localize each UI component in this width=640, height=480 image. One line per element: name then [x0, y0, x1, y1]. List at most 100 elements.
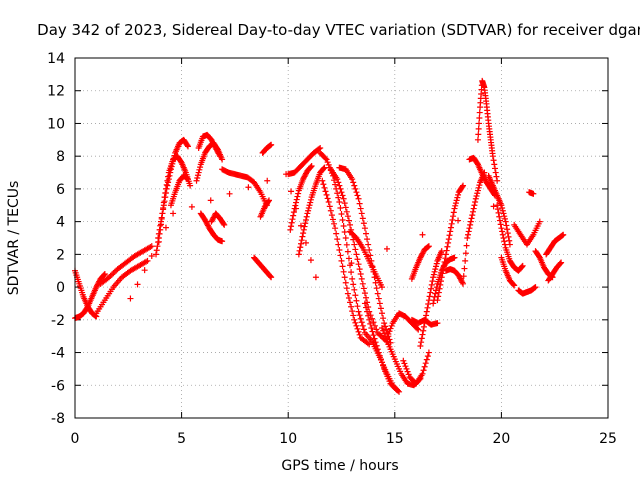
- series-t10: [208, 210, 228, 228]
- data-point-interp: [288, 223, 295, 230]
- data-point-interp: [344, 213, 351, 220]
- series-t5: [155, 136, 191, 241]
- data-point-interp: [467, 218, 474, 225]
- data-point-interp: [160, 202, 167, 209]
- data-point-interp: [492, 165, 499, 172]
- data-point: [464, 235, 471, 241]
- data-point: [519, 262, 526, 269]
- data-point-interp: [449, 217, 456, 223]
- data-point-interp: [420, 367, 427, 374]
- data-point-interp: [295, 190, 302, 197]
- data-point-interp: [341, 274, 348, 281]
- data-point-interp: [148, 253, 155, 259]
- data-point: [430, 274, 437, 281]
- data-point-interp: [165, 176, 172, 183]
- data-point-interp: [420, 327, 427, 334]
- data-point-interp: [293, 196, 300, 203]
- data-point-interp: [324, 195, 331, 202]
- data-point-interp: [474, 190, 481, 197]
- data-point-interp: [356, 266, 363, 273]
- data-point-interp: [353, 322, 360, 329]
- data-point: [355, 195, 362, 202]
- data-point: [184, 176, 191, 183]
- y-tick-label: -2: [51, 313, 65, 329]
- data-point-interp: [448, 220, 455, 227]
- data-point-interp: [336, 247, 343, 253]
- data-point-interp: [332, 181, 339, 188]
- data-point-interp: [307, 257, 314, 264]
- data-point-interp: [363, 304, 370, 311]
- data-point-interp: [264, 177, 271, 184]
- data-point-interp: [302, 217, 309, 223]
- data-point-interp: [383, 326, 390, 333]
- data-point-interp: [366, 247, 373, 253]
- data-point: [460, 280, 467, 287]
- data-point-interp: [373, 285, 380, 292]
- data-point-interp: [345, 217, 352, 224]
- data-point-interp: [157, 222, 164, 229]
- series-t19: [319, 177, 373, 348]
- data-point-interp: [324, 159, 331, 166]
- y-tick-label: 10: [47, 116, 65, 132]
- data-point-interp: [381, 330, 388, 337]
- data-point-interp: [342, 279, 349, 286]
- data-point-interp: [380, 327, 387, 334]
- data-point: [430, 300, 437, 307]
- data-point-interp: [433, 263, 440, 270]
- data-point-interp: [427, 289, 434, 296]
- data-point-interp: [423, 312, 430, 319]
- data-point-interp: [433, 260, 440, 267]
- data-point-interp: [166, 172, 173, 179]
- data-point: [300, 230, 307, 237]
- data-point-interp: [442, 255, 449, 262]
- data-point-interp: [360, 326, 367, 333]
- data-point: [153, 251, 160, 258]
- data-point-interp: [476, 182, 483, 189]
- series-t6: [167, 172, 191, 209]
- data-point-interp: [402, 363, 409, 370]
- data-point-interp: [371, 335, 378, 342]
- data-point: [536, 218, 543, 225]
- data-point-interp: [354, 256, 361, 263]
- data-point-interp: [170, 158, 177, 165]
- data-point-interp: [297, 222, 304, 229]
- data-point-interp: [367, 320, 374, 327]
- data-point-interp: [496, 217, 503, 224]
- data-point-interp: [361, 290, 368, 297]
- data-point-interp: [370, 319, 377, 326]
- data-point-interp: [476, 109, 483, 116]
- data-point: [321, 164, 328, 171]
- data-point: [338, 257, 345, 264]
- data-point-interp: [476, 120, 483, 127]
- data-point-interp: [170, 155, 177, 162]
- data-point: [295, 251, 302, 258]
- data-point-interp: [298, 237, 305, 244]
- data-point-interp: [337, 252, 344, 259]
- data-points: [72, 77, 567, 395]
- data-point: [494, 177, 501, 184]
- data-point-interp: [379, 310, 386, 317]
- data-point-interp: [467, 221, 474, 228]
- data-point-interp: [497, 221, 504, 228]
- data-point: [308, 163, 315, 169]
- data-point: [334, 176, 341, 183]
- data-point-interp: [367, 252, 374, 259]
- data-point-interp: [445, 239, 452, 246]
- data-point: [489, 153, 496, 160]
- data-point-interp: [327, 207, 334, 214]
- data-point-interp: [155, 230, 162, 237]
- data-point: [415, 326, 422, 333]
- series-t12: [251, 254, 275, 281]
- data-point-interp: [351, 182, 358, 189]
- data-point-interp: [364, 236, 371, 243]
- data-point-interp: [443, 247, 450, 254]
- data-point-interp: [353, 297, 360, 304]
- x-tick-label: 0: [71, 431, 80, 447]
- data-point-interp: [321, 184, 328, 191]
- x-tick-label: 10: [279, 431, 297, 447]
- data-point-interp: [366, 316, 373, 323]
- data-point-interp: [472, 199, 479, 205]
- data-point-interp: [499, 231, 506, 238]
- data-point: [219, 238, 226, 245]
- data-point: [170, 210, 177, 217]
